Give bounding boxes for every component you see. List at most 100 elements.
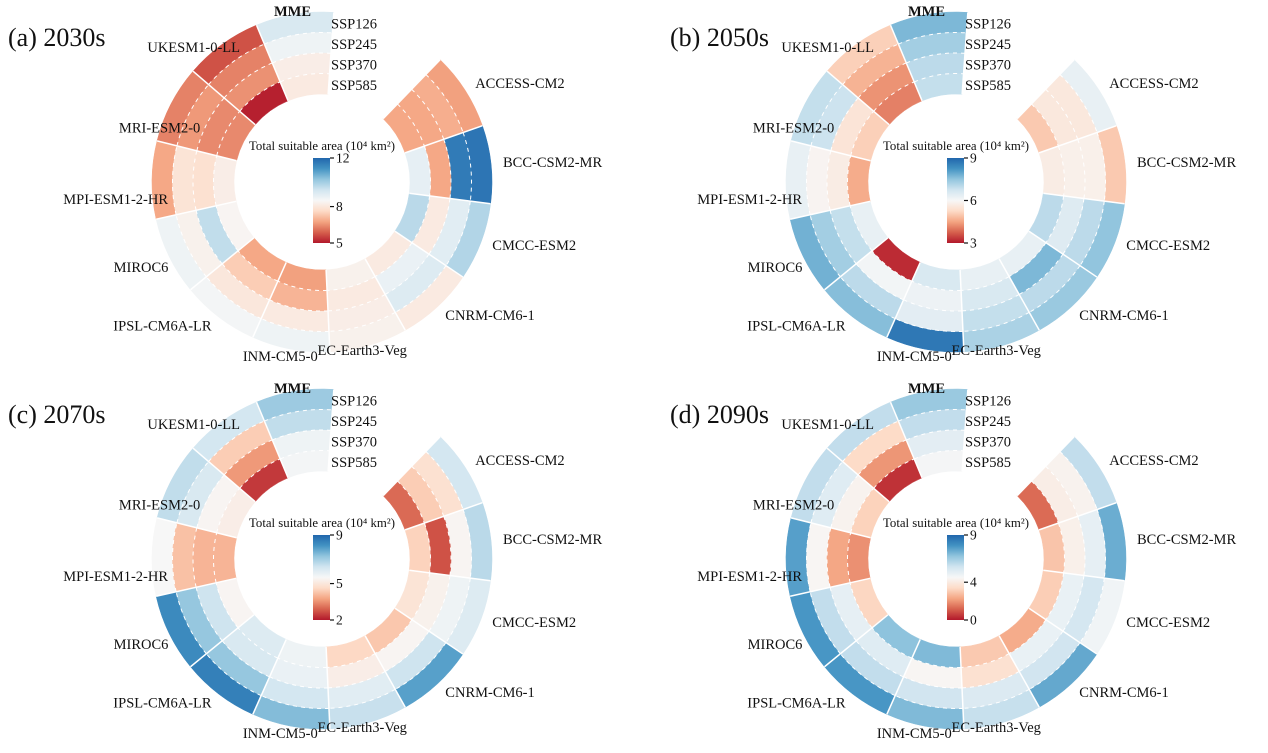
- panel-chart-2050s: (b) 2050s MME ACCESS-CM2 BCC-CSM2-MR CMCC-ES…: [670, 4, 1236, 365]
- model-label: BCC-CSM2-MR: [503, 532, 602, 548]
- colorbar-title: Total suitable area (10⁴ km²): [249, 516, 395, 530]
- model-label: MIROC6: [114, 637, 169, 653]
- model-label: IPSL-CM6A-LR: [113, 696, 212, 712]
- ring-label: SSP245: [331, 37, 377, 53]
- colorbar-tick-label: 9: [970, 151, 977, 166]
- ring-label: SSP585: [331, 78, 377, 94]
- model-label: IPSL-CM6A-LR: [113, 319, 212, 335]
- colorbar: Total suitable area (10⁴ km²)9 4 0: [883, 516, 1029, 628]
- colorbar-tick-label: 9: [336, 528, 343, 543]
- model-label: CMCC-ESM2: [1126, 238, 1210, 254]
- segment-separators: [789, 12, 1125, 352]
- ring-cell: [847, 155, 871, 207]
- ring-label: SSP245: [331, 414, 377, 430]
- model-label: MME: [274, 4, 311, 20]
- colorbar-tick-label: 8: [336, 199, 343, 214]
- ring-label: SSP585: [965, 78, 1011, 94]
- panel-chart-2030s: (a) 2030s MME ACCESS-CM2 BCC-CSM2-MR CMCC-ES…: [8, 4, 602, 365]
- model-label: CMCC-ESM2: [1126, 615, 1210, 631]
- colorbar-gradient: [947, 158, 964, 243]
- segment-separators: [155, 12, 491, 352]
- panel-label: (b) 2050s: [670, 23, 769, 52]
- ring-cell: [1038, 145, 1065, 197]
- colorbar: Total suitable area (10⁴ km²)12 8 5: [249, 139, 395, 251]
- ring-cells: [151, 388, 493, 730]
- ring-cell: [213, 155, 237, 207]
- model-label: MIROC6: [748, 637, 803, 653]
- model-label: CNRM-CM6-1: [1079, 308, 1168, 324]
- model-label: MPI-ESM1-2-HR: [697, 569, 802, 585]
- model-label: UKESM1-0-LL: [147, 417, 240, 433]
- ring-label: SSP245: [965, 37, 1011, 53]
- colorbar: Total suitable area (10⁴ km²)9 5 2: [249, 516, 395, 628]
- colorbar-tick-label: 2: [336, 613, 343, 628]
- ring-cell: [213, 532, 237, 584]
- model-label: MME: [274, 381, 311, 397]
- model-label: CMCC-ESM2: [492, 238, 576, 254]
- model-label: UKESM1-0-LL: [147, 40, 240, 56]
- model-label: EC-Earth3-Veg: [318, 343, 407, 359]
- model-label: CNRM-CM6-1: [445, 685, 534, 701]
- model-label: IPSL-CM6A-LR: [747, 319, 846, 335]
- model-label: MIROC6: [114, 260, 169, 276]
- panel-label: (c) 2070s: [8, 400, 105, 429]
- colorbar: Total suitable area (10⁴ km²)9 6 3: [883, 139, 1029, 251]
- ring-cell: [404, 145, 431, 197]
- model-label: MPI-ESM1-2-HR: [63, 192, 168, 208]
- model-label: BCC-CSM2-MR: [1137, 532, 1236, 548]
- model-label: IPSL-CM6A-LR: [747, 696, 846, 712]
- ring-label: SSP126: [965, 16, 1011, 32]
- ring-label: SSP370: [965, 57, 1011, 73]
- colorbar-title: Total suitable area (10⁴ km²): [883, 516, 1029, 530]
- panel-label: (d) 2090s: [670, 400, 769, 429]
- ring-label: SSP585: [331, 455, 377, 471]
- model-label: MPI-ESM1-2-HR: [63, 569, 168, 585]
- panel-chart-2090s: (d) 2090s MME ACCESS-CM2 BCC-CSM2-MR CMCC-ES…: [670, 381, 1236, 742]
- model-label: CNRM-CM6-1: [1079, 685, 1168, 701]
- ring-cell: [404, 522, 431, 574]
- ring-label: SSP370: [331, 434, 377, 450]
- ring-cell: [1038, 522, 1065, 574]
- panel-label: (a) 2030s: [8, 23, 105, 52]
- panel-chart-2070s: (c) 2070s MME ACCESS-CM2 BCC-CSM2-MR CMCC-ES…: [8, 381, 602, 742]
- model-label: UKESM1-0-LL: [781, 417, 874, 433]
- model-label: CMCC-ESM2: [492, 615, 576, 631]
- colorbar-tick-label: 9: [970, 528, 977, 543]
- model-label: INM-CM5-0: [877, 726, 952, 742]
- colorbar-tick-label: 12: [336, 151, 350, 166]
- ring-label: SSP245: [965, 414, 1011, 430]
- model-label: INM-CM5-0: [243, 726, 318, 742]
- model-label: MRI-ESM2-0: [119, 120, 200, 136]
- colorbar-title: Total suitable area (10⁴ km²): [883, 139, 1029, 153]
- colorbar-tick-label: 4: [970, 575, 977, 590]
- model-label: ACCESS-CM2: [475, 453, 564, 469]
- colorbar-title: Total suitable area (10⁴ km²): [249, 139, 395, 153]
- ring-label: SSP370: [965, 434, 1011, 450]
- model-label: MRI-ESM2-0: [753, 120, 834, 136]
- colorbar-tick-label: 6: [970, 193, 977, 208]
- model-label: MPI-ESM1-2-HR: [697, 192, 802, 208]
- model-label: INM-CM5-0: [243, 349, 318, 365]
- colorbar-tick-label: 5: [336, 236, 343, 251]
- model-label: INM-CM5-0: [877, 349, 952, 365]
- model-label: MRI-ESM2-0: [753, 497, 834, 513]
- model-label: BCC-CSM2-MR: [503, 155, 602, 171]
- model-label: MRI-ESM2-0: [119, 497, 200, 513]
- model-label: ACCESS-CM2: [475, 76, 564, 92]
- ring-label: SSP126: [331, 16, 377, 32]
- model-label: ACCESS-CM2: [1109, 453, 1198, 469]
- colorbar-gradient: [947, 535, 964, 620]
- ring-label: SSP126: [965, 393, 1011, 409]
- model-label: EC-Earth3-Veg: [318, 720, 407, 736]
- colorbar-tick-label: 0: [970, 613, 977, 628]
- colorbar-tick-label: 3: [970, 236, 977, 251]
- model-label: CNRM-CM6-1: [445, 308, 534, 324]
- segment-separators: [789, 389, 1125, 729]
- ring-label: SSP126: [331, 393, 377, 409]
- ring-label: SSP585: [965, 455, 1011, 471]
- ring-cells: [151, 11, 493, 353]
- model-label: BCC-CSM2-MR: [1137, 155, 1236, 171]
- model-label: MME: [908, 4, 945, 20]
- colorbar-gradient: [313, 158, 330, 243]
